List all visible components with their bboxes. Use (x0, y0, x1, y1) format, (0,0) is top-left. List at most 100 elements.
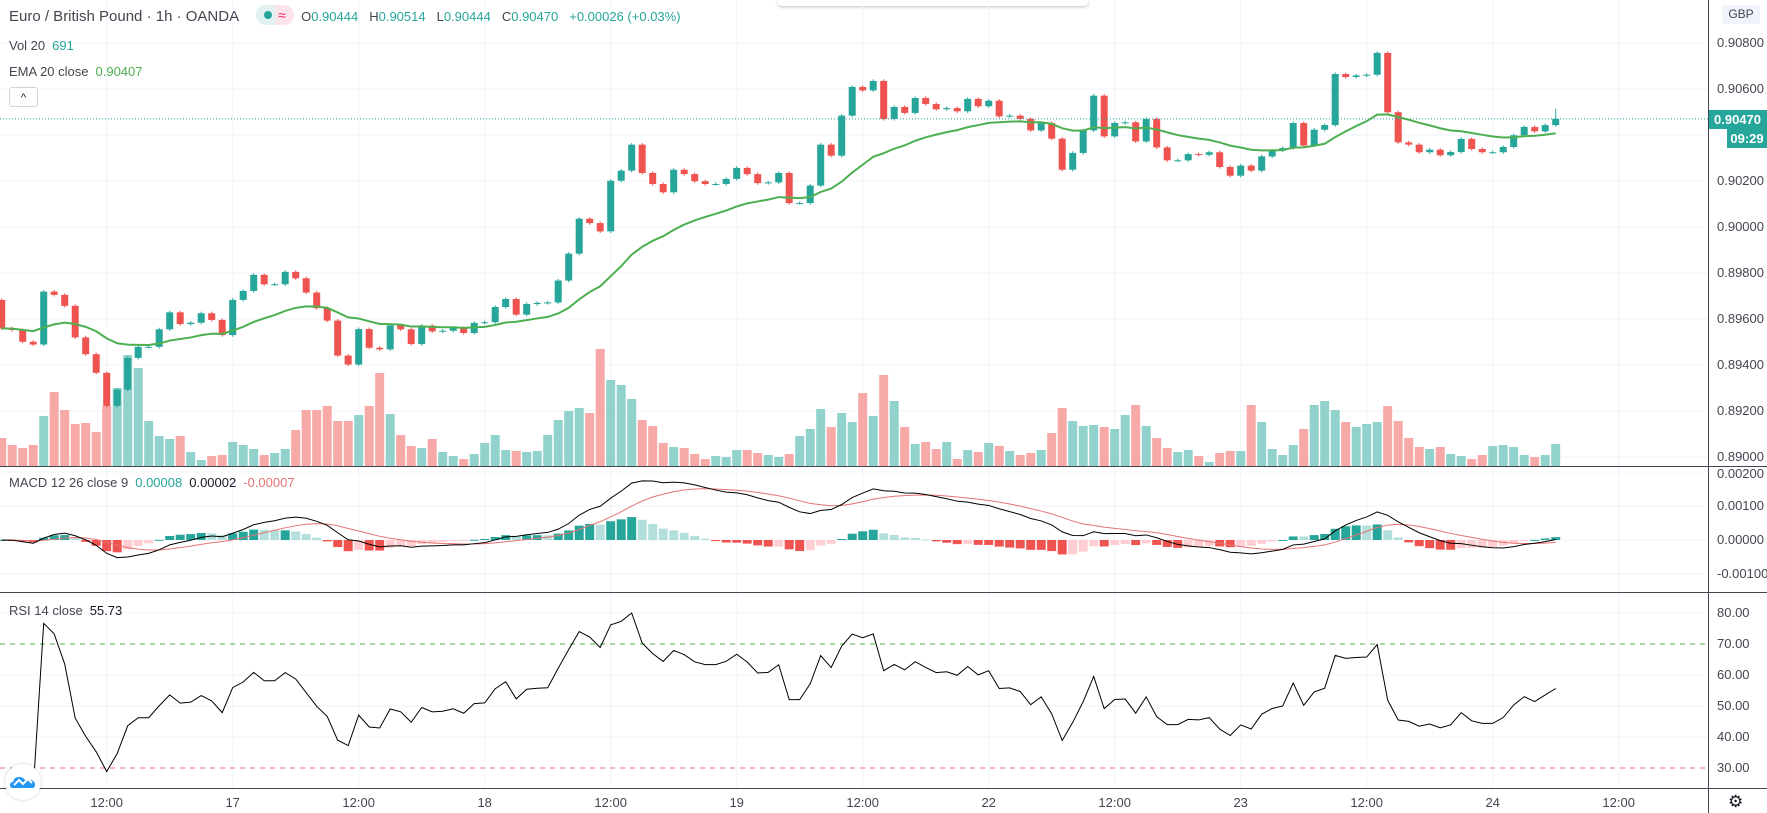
volume-bar (1026, 453, 1036, 466)
candle-body (712, 183, 720, 185)
volume-bar (490, 435, 500, 466)
candle-body (890, 106, 898, 119)
candle-body (974, 98, 982, 107)
volume-bar (1068, 421, 1078, 466)
volume-bar (1246, 405, 1256, 466)
macd-histogram-bar (564, 530, 574, 540)
volume-bar (585, 413, 595, 466)
macd-histogram-bar (1110, 540, 1120, 546)
candle-body (901, 106, 909, 113)
volume-bar (1120, 415, 1130, 466)
volume-bar (753, 453, 763, 466)
volume-bar (763, 455, 773, 466)
top-toolbar-tab[interactable] (778, 0, 1088, 6)
macd-histogram-bar (721, 540, 731, 543)
macd-histogram-bar (627, 517, 637, 540)
grid-lines (0, 0, 1708, 788)
volume-bar (1477, 455, 1487, 466)
candle-body (418, 325, 426, 345)
macd-histogram-bar (973, 540, 983, 545)
candle-body (481, 322, 489, 324)
volume-bar (375, 373, 385, 466)
market-open-dot-icon (264, 11, 273, 19)
volume-bar (175, 436, 185, 466)
macd-histogram-bar (217, 535, 227, 540)
candle-body (428, 325, 436, 332)
macd-histogram-bar (291, 531, 301, 540)
candle-body (817, 144, 825, 186)
ohlc-low: L0.90444 (436, 8, 491, 24)
market-status-badge[interactable]: ≈ (256, 5, 295, 25)
volume-legend[interactable]: Vol 20 691 (9, 38, 81, 53)
macd-histogram-bar (1288, 536, 1298, 540)
macd-legend[interactable]: MACD 12 26 close 9 0.00008 0.00002 -0.00007 (9, 475, 302, 490)
macd-histogram-bar (490, 537, 500, 540)
volume-bar (217, 455, 227, 466)
volume-bar (963, 450, 973, 466)
macd-histogram-bar (81, 540, 91, 542)
volume-bar (1414, 446, 1424, 466)
volume-bar (1005, 451, 1015, 466)
cloud-chart-icon (10, 777, 35, 788)
tradingview-logo[interactable] (5, 764, 41, 800)
macd-histogram-bar (553, 533, 563, 540)
volume-value: 691 (52, 38, 74, 53)
volume-bar (1372, 421, 1382, 466)
candle-body (1027, 118, 1035, 131)
candle-body (176, 312, 184, 325)
price-tick-label: 0.89800 (1717, 265, 1764, 280)
volume-bar (123, 355, 133, 466)
volume-bar (889, 401, 899, 466)
currency-button[interactable]: GBP (1722, 5, 1760, 24)
volume-bar (816, 408, 826, 466)
macd-histogram-bar (1404, 540, 1414, 543)
volume-bar (417, 448, 427, 466)
volume-bar (1530, 456, 1540, 466)
candle-body (1436, 149, 1444, 156)
volume-bar (1099, 426, 1109, 466)
volume-bar (1173, 451, 1183, 466)
macd-line (1, 480, 1556, 559)
candle-body (1205, 152, 1213, 155)
candle-body (1489, 152, 1497, 154)
candle-body (932, 103, 940, 110)
volume-bar (249, 448, 259, 466)
volume-bar (1341, 421, 1351, 466)
volume-bar (291, 430, 301, 466)
price-tick-label: 0.90600 (1717, 81, 1764, 96)
macd-tick-label: -0.00100 (1717, 566, 1767, 581)
candle-body (722, 178, 730, 184)
rsi-legend[interactable]: RSI 14 close 55.73 (9, 603, 129, 618)
volume-bar (354, 415, 364, 466)
volume-bar (385, 413, 395, 466)
candle-body (208, 313, 216, 320)
candle-body (197, 313, 205, 323)
volume-bar (921, 441, 931, 466)
macd-tick-label: 0.00000 (1717, 532, 1764, 547)
volume-bar (553, 420, 563, 466)
volume-bar (511, 451, 521, 466)
volume-bar (700, 458, 710, 466)
gear-icon[interactable]: ⚙ (1728, 792, 1744, 811)
volume-bar (459, 458, 469, 466)
collapse-legend-button[interactable]: ^ (9, 87, 38, 107)
candle-body (61, 294, 69, 306)
ema-legend[interactable]: EMA 20 close 0.90407 (9, 64, 150, 79)
volume-bar (774, 456, 784, 466)
volume-bar (711, 456, 721, 466)
symbol-title[interactable]: Euro / British Pound · 1h · OANDA (9, 7, 240, 25)
candle-body (40, 291, 48, 345)
macd-histogram-bar (91, 540, 101, 546)
price-tick-label: 0.89400 (1717, 357, 1764, 372)
macd-histogram-bar (343, 540, 353, 552)
rsi-tick-label: 60.00 (1717, 667, 1750, 682)
volume-bar (1278, 455, 1288, 466)
candle-body (544, 302, 552, 304)
volume-bar (543, 435, 553, 466)
ema-value: 0.90407 (95, 64, 143, 79)
macd-histogram-bar (1183, 540, 1193, 548)
volume-bars (0, 348, 1561, 466)
ema-series (1, 113, 1556, 347)
volume-bar (1057, 408, 1067, 466)
